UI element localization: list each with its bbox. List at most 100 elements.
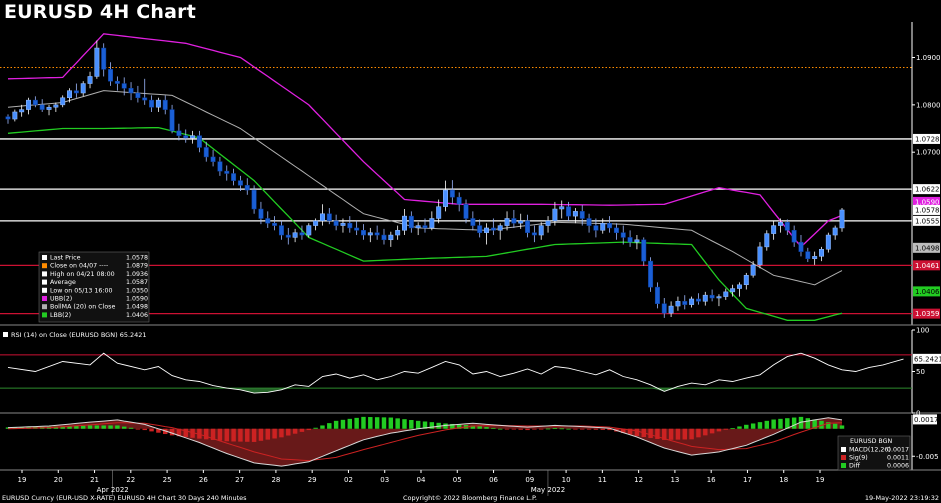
legend-label: Last Price: [50, 255, 81, 262]
macd-tick-label: -0.005: [916, 453, 939, 461]
candle-body: [559, 206, 565, 210]
candle-body: [121, 83, 127, 89]
macd-histogram-bar: [709, 428, 715, 434]
candle-body: [538, 225, 544, 236]
candle-body: [709, 294, 715, 299]
macd-histogram-bar: [108, 425, 113, 429]
macd-histogram-bar: [320, 425, 325, 429]
candle-body: [306, 225, 312, 236]
x-tick-label: 22: [126, 476, 135, 484]
macd-value-box: [913, 414, 937, 425]
rsi-tick-label: 100: [916, 327, 929, 335]
candle-body: [736, 284, 742, 289]
price-label-value: 1.0728: [915, 135, 940, 143]
macd-histogram-bar: [183, 428, 188, 437]
candle-body: [812, 256, 818, 259]
price-tick-label: 1.0800: [916, 101, 941, 109]
candle-body: [525, 220, 531, 233]
price-label-box: [913, 196, 940, 207]
macd-histogram-bar: [573, 428, 578, 430]
candle-body: [313, 220, 319, 226]
candle-body: [627, 237, 633, 243]
candle-body: [572, 211, 578, 217]
legend-label: Close on 04/07 ----: [50, 263, 108, 270]
macd-histogram-bar: [436, 422, 441, 429]
rsi-tick-label: 50: [916, 368, 925, 376]
macd-histogram-bar: [491, 427, 496, 429]
candle-body: [784, 222, 790, 231]
candle-body: [654, 286, 660, 304]
footer-left-text: EURUSD Curncy (EUR-USD X-RATE) EURUSD 4H…: [2, 494, 247, 502]
candle-body: [531, 232, 537, 236]
macd-histogram-bar: [135, 428, 141, 430]
candle-body: [374, 232, 380, 236]
candle-body: [87, 76, 93, 84]
price-label-value: 1.0498: [915, 244, 940, 252]
macd-histogram-bar: [791, 417, 797, 429]
price-label-box: [913, 133, 940, 144]
candle-body: [361, 230, 366, 236]
candle-body: [162, 99, 168, 110]
x-tick-label: 06: [489, 476, 498, 484]
macd-signal-line: [7, 422, 843, 462]
candle-body: [757, 246, 763, 266]
macd-histogram-bar: [477, 426, 482, 429]
macd-histogram-bar: [723, 428, 729, 430]
candle-body: [552, 208, 558, 222]
candle-body: [778, 222, 783, 226]
price-label-box: [913, 286, 940, 297]
candle-body: [586, 218, 592, 226]
candle-body: [791, 230, 797, 243]
x-tick-label: 29: [308, 476, 317, 484]
x-tick-label: 03: [380, 476, 389, 484]
x-axis: 19 20 21 22 25 26 27 28 29 02 03 04 05 06 09 10 11 12 13 16…: [18, 470, 825, 496]
candle-body: [155, 99, 161, 108]
macd-histogram-bar: [703, 428, 708, 436]
candle-body: [340, 222, 346, 226]
macd-histogram-bar: [265, 428, 270, 440]
x-tick-label: 10: [562, 476, 571, 484]
candle-body: [408, 215, 414, 229]
macd-histogram-bar: [832, 423, 838, 429]
macd-histogram-bar: [333, 420, 339, 429]
candle-body: [60, 97, 66, 106]
macd-legend-label: MACD(12,26): [849, 447, 891, 454]
macd-histogram-bar: [251, 428, 257, 442]
macd-histogram-bar: [580, 428, 585, 430]
candle-body: [648, 260, 654, 288]
macd-histogram-bar: [819, 420, 824, 429]
macd-histogram-bar: [552, 428, 558, 429]
candle-body: [367, 232, 373, 236]
legend-value: 1.0350: [126, 287, 148, 294]
legend-label: BollMA (20) on Close: [50, 304, 115, 311]
macd-histogram-bar: [292, 428, 298, 434]
candle-body: [354, 227, 360, 231]
macd-histogram-bar: [682, 428, 687, 440]
macd-histogram-bar: [470, 425, 476, 429]
legend-swatch: [42, 279, 47, 285]
candle-body: [497, 225, 503, 231]
macd-histogram-bar: [354, 417, 359, 429]
x-tick-label: 04: [417, 476, 426, 484]
legend-value: 1.0498: [126, 304, 148, 311]
macd-histogram-bar: [456, 424, 462, 429]
footer-timestamp: 19-May-2022 23:19:32: [865, 494, 939, 502]
candle-body: [819, 249, 824, 257]
candle-body: [244, 185, 250, 191]
macd-legend-swatch: [841, 447, 846, 452]
macd-histogram-bar: [525, 428, 530, 431]
candle-body: [388, 234, 394, 241]
macd-histogram-bar: [115, 425, 120, 429]
legend-swatch: [42, 255, 47, 260]
page-title: EURUSD 4H Chart: [4, 1, 197, 23]
candle-body: [196, 135, 202, 148]
macd-histogram-bar: [826, 422, 831, 429]
x-tick-label: 19: [816, 476, 825, 484]
candle-body: [695, 298, 701, 302]
candle-body: [32, 99, 38, 106]
candle-body: [319, 213, 325, 222]
macd-histogram-bar: [778, 418, 783, 429]
macd-histogram-bar: [785, 418, 790, 429]
macd-histogram-bar: [272, 428, 277, 439]
candle-body: [566, 206, 572, 217]
